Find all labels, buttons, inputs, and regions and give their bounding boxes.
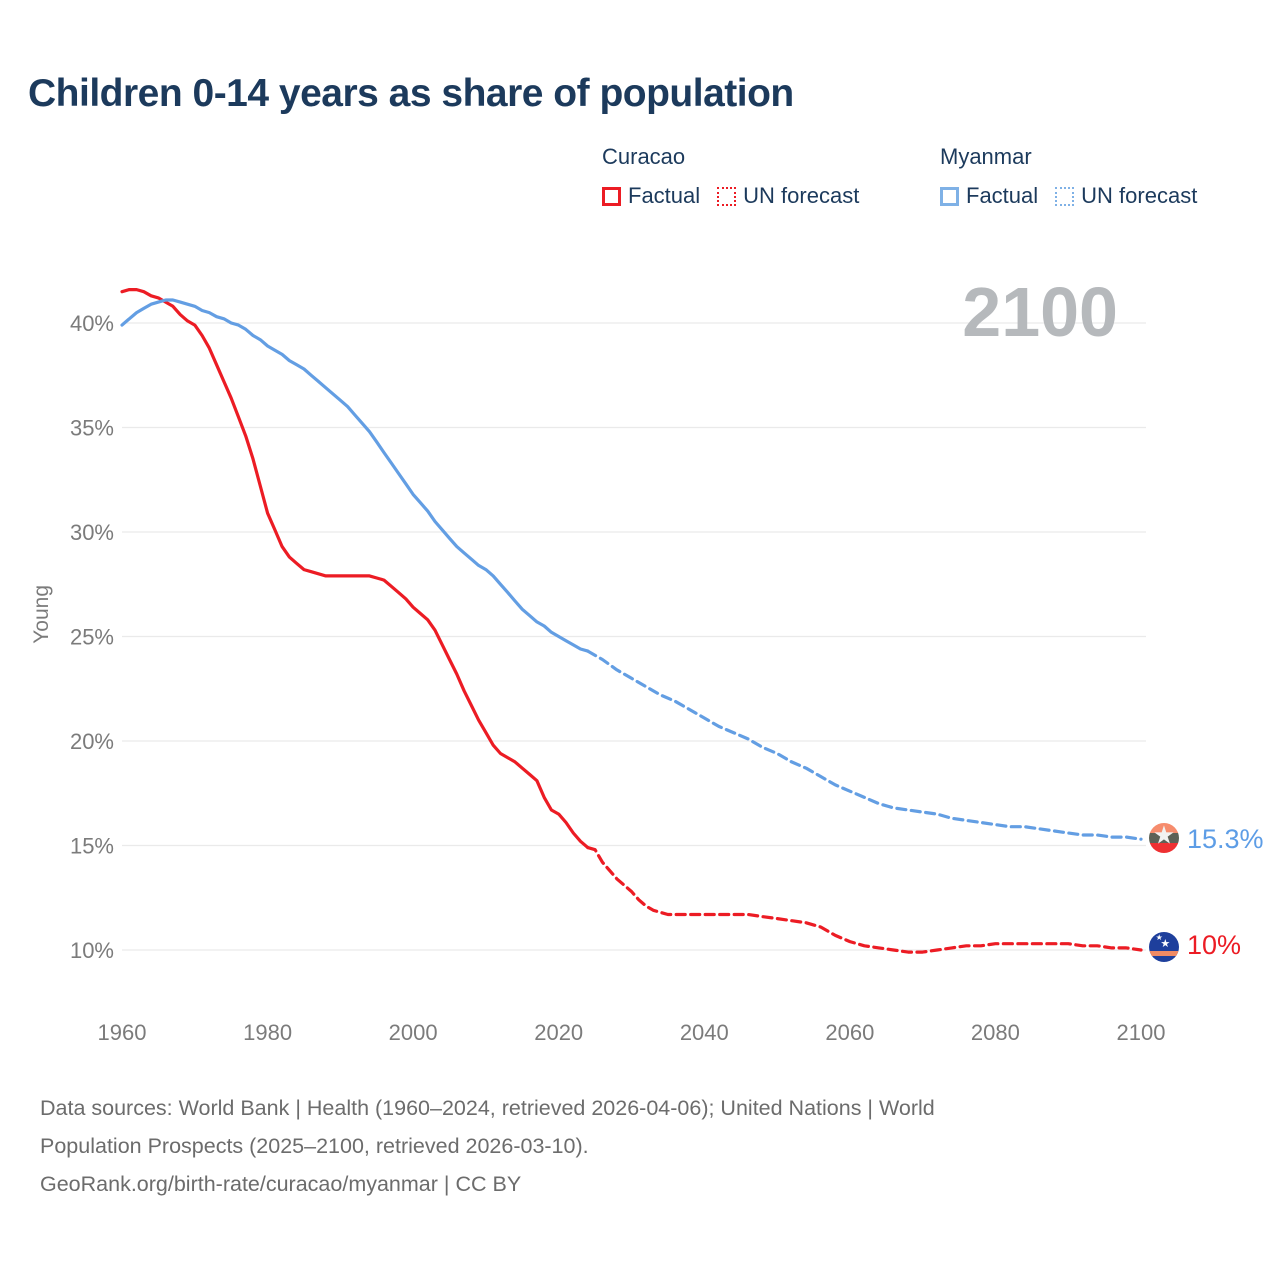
series-curacao-forecast: [586, 846, 1143, 954]
y-tick-label-20: 20%: [70, 729, 114, 754]
y-tick-label-40: 40%: [70, 311, 114, 336]
curacao-flag-marker: ★ ★: [1149, 932, 1179, 962]
x-tick-label-2100: 2100: [1117, 1020, 1166, 1045]
legend-country-myanmar: Myanmar: [940, 144, 1032, 169]
myanmar-end-value: 15.3%: [1187, 824, 1264, 854]
myanmar-flag-bottom-stripe: [1149, 843, 1179, 853]
myanmar-flag-marker: ★: [1149, 823, 1179, 853]
myanmar-factual-swatch-icon: [940, 186, 959, 206]
watermark-year: 2100: [962, 273, 1118, 351]
x-tick-label-1960: 1960: [98, 1020, 147, 1045]
star-icon: ★: [1160, 937, 1171, 950]
myanmar-flag-middle-stripe: [1149, 832, 1179, 844]
y-tick-label-15: 15%: [70, 834, 114, 859]
legend-item-myanmar-forecast[interactable]: UN forecast: [1055, 183, 1197, 209]
footer-sources-line2: Population Prospects (2025–2100, retriev…: [40, 1134, 589, 1158]
curacao-flag-stripe: [1149, 950, 1179, 956]
myanmar-forecast-swatch-icon: [1055, 186, 1075, 206]
x-tick-label-2060: 2060: [825, 1020, 874, 1045]
star-icon: ★: [1155, 932, 1163, 942]
series-myanmar-factual: [120, 298, 590, 653]
legend-row-curacao: Factual UN forecast: [602, 183, 859, 209]
curacao-factual-swatch-icon: [602, 186, 621, 206]
curacao-forecast-swatch-icon: [717, 186, 737, 206]
series-curacao-factual: [120, 288, 590, 850]
curacao-flag-field: [1149, 932, 1179, 962]
x-tick-label-2040: 2040: [680, 1020, 729, 1045]
legend-label-myanmar-forecast: UN forecast: [1081, 183, 1198, 208]
legend-row-myanmar: Factual UN forecast: [940, 183, 1197, 209]
y-tick-label-35: 35%: [70, 416, 114, 441]
footer-attribution: GeoRank.org/birth-rate/curacao/myanmar |…: [40, 1172, 522, 1196]
y-tick-label-10: 10%: [70, 938, 114, 963]
legend-item-myanmar-factual[interactable]: Factual: [940, 183, 1038, 209]
series-myanmar-forecast: [586, 649, 1143, 841]
legend-item-curacao-factual[interactable]: Factual: [602, 183, 700, 209]
footer: Data sources: World Bank | Health (1960–…: [40, 1089, 935, 1203]
x-tick-label-1980: 1980: [243, 1020, 292, 1045]
myanmar-flag-top-stripe: [1149, 823, 1179, 833]
x-tick-label-2080: 2080: [971, 1020, 1020, 1045]
legend-country-curacao: Curacao: [602, 144, 686, 169]
legend-label-curacao-forecast: UN forecast: [743, 183, 860, 208]
curacao-end-value: 10%: [1187, 930, 1242, 960]
legend-group-curacao: Curacao Factual UN forecast: [602, 144, 859, 209]
footer-sources-line1: Data sources: World Bank | Health (1960–…: [40, 1096, 935, 1120]
page-title: Children 0-14 years as share of populati…: [28, 72, 794, 115]
legend-label-myanmar-factual: Factual: [966, 183, 1039, 208]
legend-group-myanmar: Myanmar Factual UN forecast: [940, 144, 1197, 209]
legend-item-curacao-forecast[interactable]: UN forecast: [717, 183, 859, 209]
y-tick-label-30: 30%: [70, 520, 114, 545]
legend-label-curacao-factual: Factual: [628, 183, 701, 208]
y-tick-label-25: 25%: [70, 625, 114, 650]
x-tick-label-2000: 2000: [389, 1020, 438, 1045]
x-tick-label-2020: 2020: [534, 1020, 583, 1045]
star-icon: ★: [1152, 823, 1176, 850]
